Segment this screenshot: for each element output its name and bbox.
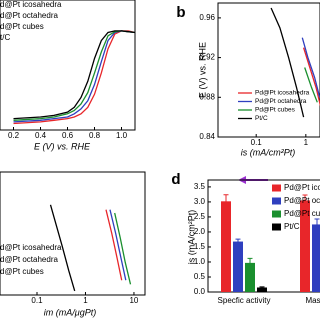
x-tick-label: 0.2 — [8, 131, 20, 140]
legend-swatch — [272, 197, 281, 205]
legend-swatch — [272, 210, 281, 218]
legend-label: Pd@Pt cubes — [284, 209, 320, 218]
legend-label: d@Pt cubes — [0, 267, 44, 276]
y-tick-label: 0.92 — [199, 53, 215, 62]
error-bar — [259, 286, 265, 289]
legend-label: Pd@Pt icosahedra — [284, 183, 320, 192]
legend-label: d@Pt cubes — [0, 22, 44, 31]
legend-label: Pd@Pt icosahedra — [255, 90, 310, 97]
legend-label: Pd@Pt cubes — [255, 107, 296, 114]
legend-label: d@Pt icosahedra — [0, 243, 62, 252]
line-series — [13, 30, 136, 120]
legend-label: Pd@Pt octahedra — [284, 196, 320, 205]
x-axis-label: is (mA/cm²Pt) — [241, 147, 296, 157]
line-series — [13, 30, 136, 125]
plot-frame — [207, 179, 320, 293]
y-tick-label: 1.0 — [194, 257, 206, 266]
x-tick-label: Mass — [305, 296, 320, 305]
legend-label: Pt/C — [255, 115, 268, 122]
line-series — [114, 212, 132, 285]
x-tick-label: 1 — [304, 138, 309, 147]
legend-label: Pd@Pt octahedra — [255, 98, 307, 105]
y-axis-label: E (V) vs. RHE — [197, 42, 207, 98]
line-series — [109, 209, 127, 281]
legend-label: d@Pt octahedra — [0, 11, 58, 20]
legend-swatch — [272, 184, 281, 192]
y-tick-label: 3.0 — [194, 197, 206, 206]
error-bar — [302, 194, 308, 206]
line-series — [304, 67, 318, 103]
bar — [233, 241, 243, 292]
y-tick-label: 0.5 — [194, 272, 206, 281]
y-tick-label: 2.5 — [194, 212, 206, 221]
x-tick-label: 1.0 — [116, 131, 128, 140]
plot-frame — [217, 2, 320, 138]
error-bar — [235, 238, 241, 244]
panel-label: b — [176, 4, 185, 21]
bar — [300, 200, 310, 292]
x-axis-label: E (V) vs. RHE — [34, 141, 91, 151]
line-series — [270, 7, 305, 118]
y-tick-label: 0.96 — [199, 13, 215, 22]
x-tick-label: 0.1 — [31, 296, 43, 305]
bar — [257, 287, 267, 292]
error-bar — [314, 218, 320, 230]
x-tick-label: 10 — [129, 296, 138, 305]
line-series — [13, 30, 136, 123]
y-tick-label: 1.5 — [194, 242, 206, 251]
x-axis-label: im (mA/μgPt) — [44, 307, 96, 317]
legend-label: t/C — [0, 33, 10, 42]
y-tick-label: 0.88 — [199, 92, 215, 101]
panel-label: d — [171, 171, 180, 188]
x-tick-label: 0.6 — [62, 131, 74, 140]
y-tick-label: 0.0 — [194, 287, 206, 296]
x-tick-label: 1 — [83, 296, 88, 305]
line-series — [49, 204, 76, 292]
line-series — [302, 47, 320, 107]
legend-label: d@Pt icosahedra — [0, 0, 62, 9]
plot-frame — [0, 171, 146, 296]
legend-swatch — [272, 223, 281, 231]
x-tick-label: 0.1 — [251, 138, 263, 147]
x-tick-label: 0.4 — [35, 131, 47, 140]
error-bar — [247, 257, 253, 268]
bar — [312, 224, 320, 292]
x-tick-label: Specfic activity — [218, 296, 271, 305]
legend-label: d@Pt octahedra — [0, 255, 58, 264]
x-tick-label: 0.8 — [89, 131, 101, 140]
y-tick-label: 2.0 — [194, 227, 206, 236]
y-tick-label: 3.5 — [194, 182, 206, 191]
y-axis-label: is (mA/cm²Pt) — [186, 210, 196, 265]
line-series — [301, 37, 320, 98]
legend-label: Pt/C — [284, 222, 300, 231]
line-series — [105, 209, 123, 281]
error-bar — [223, 194, 229, 208]
y-tick-label: 0.84 — [199, 132, 215, 141]
bar — [245, 262, 255, 292]
bar — [221, 201, 231, 292]
